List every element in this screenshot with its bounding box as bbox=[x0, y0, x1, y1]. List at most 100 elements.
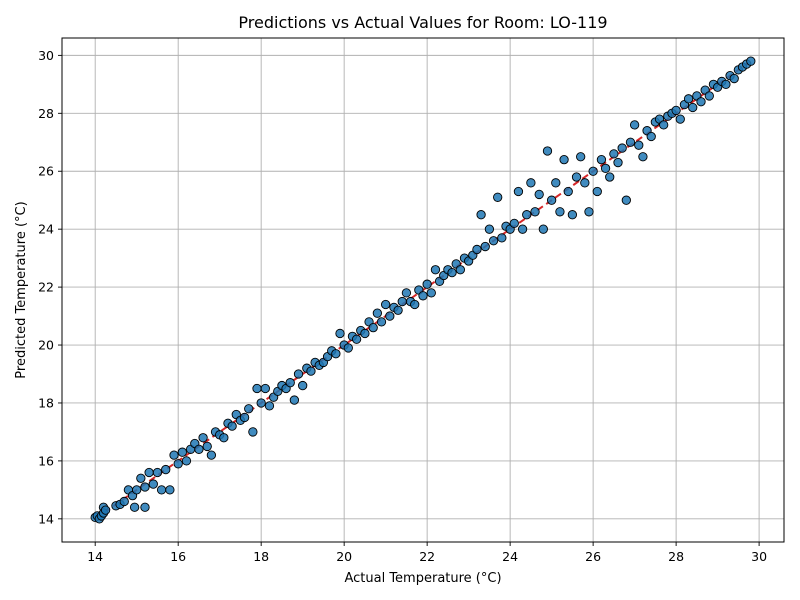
data-point bbox=[480, 241, 490, 252]
data-point bbox=[260, 383, 270, 394]
data-point bbox=[538, 224, 548, 234]
data-point bbox=[148, 479, 158, 489]
data-point bbox=[393, 305, 403, 315]
data-point bbox=[368, 323, 378, 333]
data-point bbox=[509, 218, 519, 229]
x-tick-label: 16 bbox=[170, 549, 186, 564]
data-point bbox=[335, 328, 345, 339]
y-tick-label: 26 bbox=[38, 164, 54, 179]
y-tick-label: 24 bbox=[38, 222, 54, 237]
data-point bbox=[194, 444, 204, 454]
data-point bbox=[476, 210, 486, 220]
data-point bbox=[638, 152, 648, 162]
data-point bbox=[625, 137, 636, 147]
data-point bbox=[156, 485, 167, 495]
y-tick-label: 28 bbox=[38, 106, 54, 121]
data-point bbox=[559, 155, 569, 165]
x-tick-label: 24 bbox=[502, 549, 518, 564]
data-point bbox=[659, 120, 669, 130]
data-point bbox=[567, 210, 578, 220]
chart-title: Predictions vs Actual Values for Room: L… bbox=[238, 13, 607, 32]
data-point bbox=[671, 105, 681, 116]
data-point bbox=[522, 210, 532, 220]
x-tick-label: 20 bbox=[336, 549, 352, 564]
data-point bbox=[688, 102, 698, 113]
data-point bbox=[140, 482, 150, 492]
data-point bbox=[140, 502, 150, 512]
data-point bbox=[447, 267, 457, 278]
data-point bbox=[721, 79, 731, 89]
y-axis-label: Predicted Temperature (°C) bbox=[14, 201, 29, 378]
data-point bbox=[484, 224, 495, 234]
data-point bbox=[165, 485, 175, 495]
data-point bbox=[683, 94, 694, 104]
data-point bbox=[646, 131, 656, 142]
x-tick-label: 18 bbox=[253, 549, 269, 564]
data-point bbox=[493, 192, 503, 202]
data-point bbox=[293, 369, 304, 379]
data-point bbox=[617, 143, 627, 153]
data-point bbox=[397, 296, 407, 307]
data-point bbox=[430, 265, 441, 275]
data-point bbox=[563, 186, 573, 197]
data-point bbox=[372, 308, 383, 318]
data-point bbox=[410, 299, 420, 310]
data-point bbox=[181, 456, 192, 466]
data-point bbox=[100, 505, 111, 515]
x-axis-label: Actual Temperature (°C) bbox=[344, 571, 501, 586]
data-point bbox=[119, 496, 129, 507]
data-point bbox=[600, 163, 611, 173]
y-tick-label: 20 bbox=[38, 338, 54, 353]
data-point bbox=[331, 349, 341, 359]
data-point bbox=[418, 291, 428, 301]
data-point bbox=[571, 172, 582, 182]
x-tick-label: 14 bbox=[87, 549, 103, 564]
y-tick-label: 30 bbox=[38, 48, 54, 63]
data-point bbox=[129, 502, 140, 512]
data-point bbox=[132, 485, 142, 495]
data-point bbox=[634, 140, 644, 150]
data-points bbox=[90, 56, 756, 524]
data-point bbox=[360, 328, 370, 339]
data-point bbox=[488, 236, 499, 246]
data-point bbox=[351, 334, 362, 344]
data-point bbox=[401, 288, 412, 298]
data-point bbox=[592, 186, 602, 197]
data-point bbox=[746, 56, 756, 66]
data-point bbox=[381, 299, 391, 310]
data-point bbox=[584, 207, 594, 217]
data-point bbox=[675, 114, 685, 124]
data-point bbox=[289, 395, 300, 405]
data-point bbox=[248, 427, 258, 437]
data-point bbox=[239, 412, 250, 423]
data-point bbox=[343, 343, 353, 353]
y-tick-label: 16 bbox=[38, 453, 54, 468]
data-point bbox=[206, 450, 217, 460]
data-point bbox=[285, 378, 295, 388]
data-point bbox=[513, 186, 524, 197]
data-point bbox=[497, 233, 507, 243]
data-point bbox=[621, 195, 631, 205]
data-point bbox=[696, 97, 706, 107]
data-point bbox=[605, 172, 615, 182]
data-point bbox=[472, 244, 482, 255]
plot-frame bbox=[61, 37, 785, 543]
x-tick-label: 28 bbox=[668, 549, 684, 564]
data-point bbox=[385, 311, 395, 321]
y-tick-label: 18 bbox=[38, 395, 54, 410]
data-point bbox=[517, 224, 528, 234]
y-tick-label: 14 bbox=[38, 511, 54, 526]
data-point bbox=[629, 120, 640, 130]
data-point bbox=[252, 383, 262, 394]
data-point bbox=[534, 189, 544, 200]
data-point bbox=[136, 473, 146, 483]
data-point bbox=[555, 207, 565, 217]
data-point bbox=[256, 398, 266, 408]
data-point bbox=[426, 288, 436, 298]
data-point bbox=[298, 380, 308, 391]
data-point bbox=[580, 178, 590, 188]
x-tick-label: 30 bbox=[751, 549, 767, 564]
data-point bbox=[576, 152, 586, 162]
data-point bbox=[152, 467, 163, 478]
